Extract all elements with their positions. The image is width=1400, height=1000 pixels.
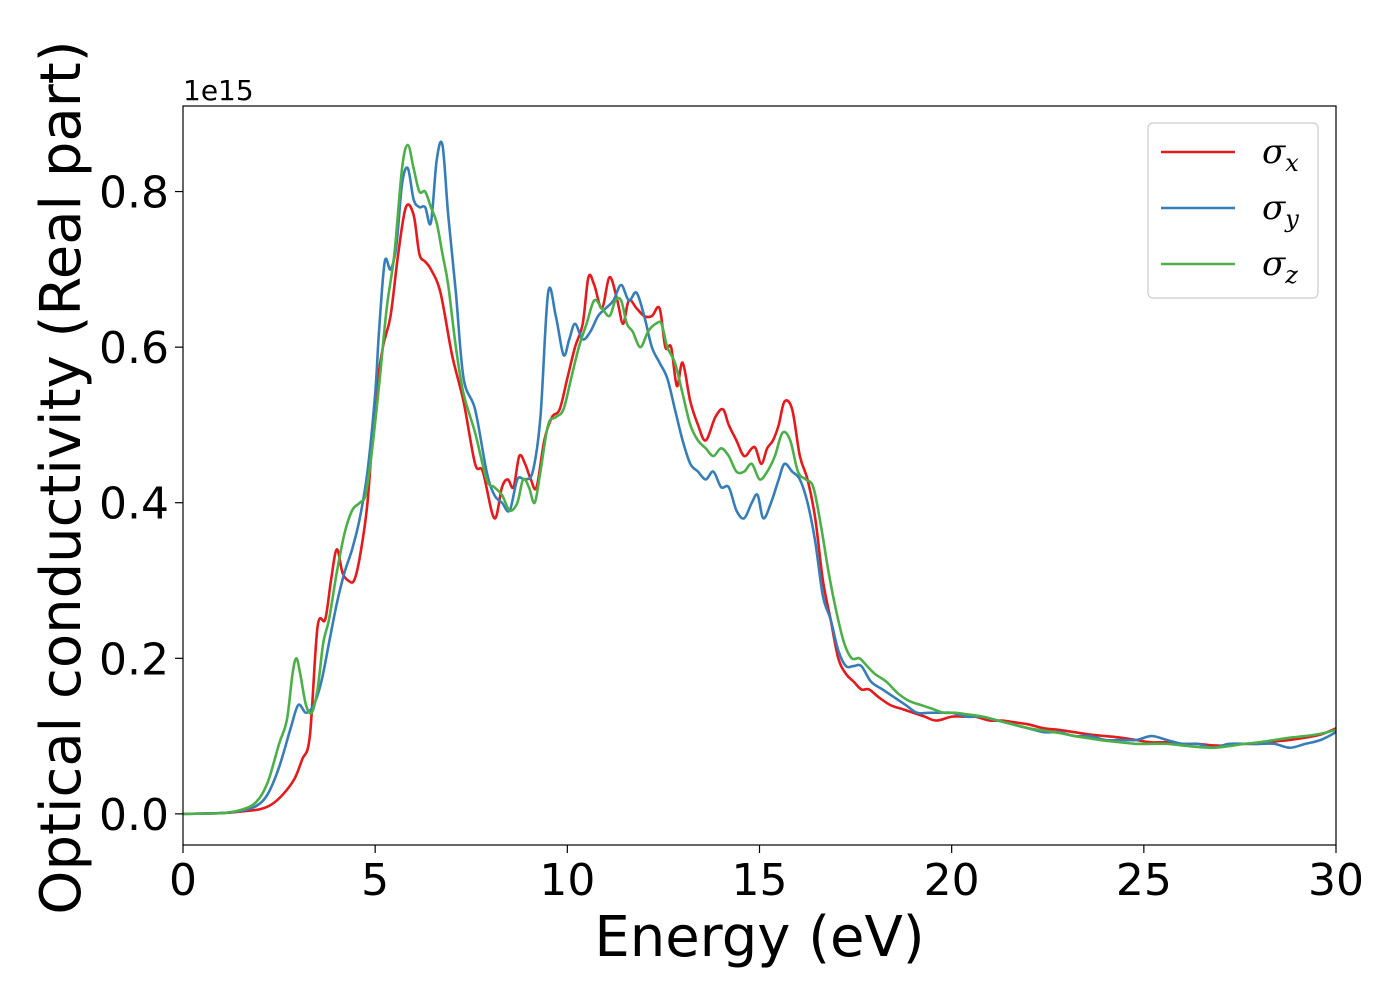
legend-box xyxy=(1147,122,1319,299)
x-axis-ticks: 0 5 10 15 20 25 30 xyxy=(169,845,1364,906)
plot-frame xyxy=(182,105,1337,846)
y-tick-label: 0.2 xyxy=(99,634,169,685)
legend-label-z: σz xyxy=(1262,244,1298,289)
y-tick-label: 0.0 xyxy=(99,790,169,841)
x-tick-label: 0 xyxy=(169,855,197,906)
x-tick-label: 10 xyxy=(539,855,595,906)
x-tick-label: 30 xyxy=(1308,855,1364,906)
x-tick-label: 15 xyxy=(732,855,788,906)
y-offset-label: 1e15 xyxy=(183,74,254,107)
legend-label-y: σy xyxy=(1262,188,1299,233)
x-axis-label: Energy (eV) xyxy=(594,905,924,970)
x-tick-label: 20 xyxy=(924,855,980,906)
series-line-x xyxy=(183,203,1336,816)
series-line-z xyxy=(183,143,1336,816)
x-tick-label: 25 xyxy=(1116,855,1172,906)
y-tick-label: 0.8 xyxy=(99,168,169,219)
x-tick-label: 5 xyxy=(361,855,389,906)
legend-label-x: σx xyxy=(1262,132,1299,177)
y-tick-label: 0.4 xyxy=(99,479,169,530)
y-axis-label: Optical conductivity (Real part) xyxy=(29,40,94,914)
legend: σx σy σz xyxy=(1147,122,1319,299)
y-tick-label: 0.6 xyxy=(99,323,169,374)
y-axis-ticks: 0.0 0.2 0.4 0.6 0.8 xyxy=(99,168,183,841)
plot-lines xyxy=(183,140,1336,816)
